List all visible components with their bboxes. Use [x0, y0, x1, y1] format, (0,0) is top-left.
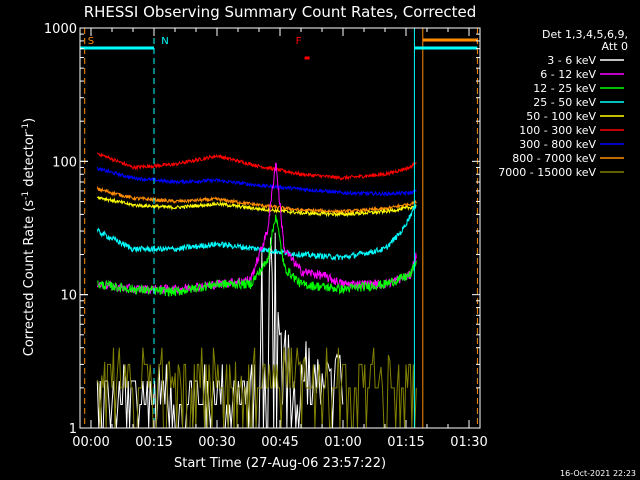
series-line-4 — [96, 203, 417, 262]
y-tick-label: 10 — [60, 289, 77, 304]
series-line-5 — [96, 162, 417, 295]
y-axis-label-part3: ) — [22, 118, 37, 123]
series-line-2 — [96, 185, 417, 215]
series-line-6 — [96, 214, 417, 297]
series-line-0 — [96, 152, 417, 181]
legend-entry-label: 800 - 7000 keV — [512, 152, 596, 165]
legend-entry-label: 3 - 6 keV — [547, 54, 596, 67]
x-tick-label: 00:30 — [198, 435, 235, 450]
x-tick-label: 00:45 — [261, 435, 298, 450]
chart-title: RHESSI Observing Summary Count Rates, Co… — [84, 3, 477, 21]
y-axis-label-sup1: -1 — [21, 191, 31, 200]
y-axis-label-sup2: -1 — [21, 123, 31, 132]
x-tick-label: 01:00 — [324, 435, 361, 450]
spike-series-1 — [96, 347, 417, 429]
x-axis-label: Start Time (27-Aug-06 23:57:22) — [174, 456, 386, 471]
legend-header: Att 0 — [602, 40, 628, 53]
x-tick-label: 01:15 — [387, 435, 424, 450]
y-tick-label: 100 — [52, 155, 77, 170]
flag-label-n: N — [161, 36, 168, 47]
legend-header: Det 1,3,4,5,6,9, — [542, 28, 628, 41]
legend-entry-label: 6 - 12 keV — [540, 68, 596, 81]
flag-label-s: S — [88, 36, 94, 47]
timestamp-footer: 16-Oct-2021 22:23 — [560, 469, 636, 478]
y-axis-label: Corrected Count Rate (s-1 detector-1) — [21, 118, 37, 356]
x-tick-label: 01:30 — [450, 435, 487, 450]
legend-entry-label: 100 - 300 keV — [519, 124, 596, 137]
flag-label-f: F — [296, 36, 302, 47]
legend-entry-label: 7000 - 15000 keV — [498, 166, 596, 179]
plot-frame — [79, 27, 481, 429]
y-axis-label-part2: detector — [22, 131, 37, 191]
y-axis-label-part1: Corrected Count Rate (s — [22, 200, 37, 357]
y-tick-label: 1 — [69, 422, 77, 437]
axes: 1 10 100 1000 00:00 00:15 00:30 00:45 01:00 01:15… — [44, 22, 488, 450]
x-tick-label: 00:15 — [135, 435, 172, 450]
y-tick-label: 1000 — [44, 22, 77, 37]
legend-entry-label: 25 - 50 keV — [533, 96, 596, 109]
spike-series-0 — [96, 232, 344, 429]
legend-entry-label: 12 - 25 keV — [533, 82, 596, 95]
legend-entry-label: 300 - 800 keV — [519, 138, 596, 151]
series-line-1 — [96, 166, 417, 198]
series-line-3 — [96, 195, 417, 218]
legend-entry-label: 50 - 100 keV — [526, 110, 596, 123]
x-tick-label: 00:00 — [72, 435, 109, 450]
